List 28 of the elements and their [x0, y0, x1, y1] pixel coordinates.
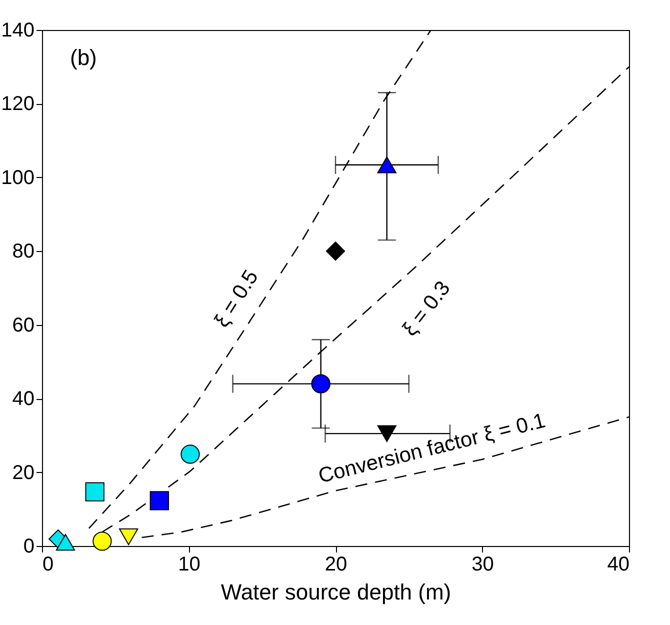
point: [56, 534, 76, 551]
y-tick-label: 40: [12, 388, 34, 410]
x-tick-label: 40: [607, 554, 630, 576]
y-tick-label: 80: [12, 240, 34, 263]
x-tick-label: 0: [42, 554, 54, 576]
annotation: ξ = 0.5: [210, 266, 263, 332]
annotation: ξ = 0.3: [398, 276, 455, 340]
point: [377, 156, 396, 174]
point: [85, 482, 104, 502]
point: [92, 532, 112, 551]
y-tick-label: 140: [1, 20, 34, 42]
annotation: Conversion factor ξ = 0.1: [316, 409, 548, 488]
x-axis-title: Water source depth (m): [220, 580, 452, 604]
annotation: (b): [70, 45, 97, 70]
y-tick-label: 60: [12, 314, 34, 336]
point: [150, 491, 169, 510]
point: [326, 242, 346, 261]
y-tick-label: 100: [1, 166, 34, 189]
y-tick-label: 20: [12, 462, 34, 484]
point: [377, 425, 396, 442]
y-tick-label: 0: [23, 536, 34, 558]
x-tick-label: 20: [324, 554, 348, 576]
x-tick-label: 30: [472, 554, 494, 576]
point: [311, 374, 330, 394]
point: [119, 528, 138, 546]
x-tick-label: 10: [178, 554, 200, 576]
y-tick-label: 120: [1, 93, 34, 116]
point: [180, 444, 200, 464]
